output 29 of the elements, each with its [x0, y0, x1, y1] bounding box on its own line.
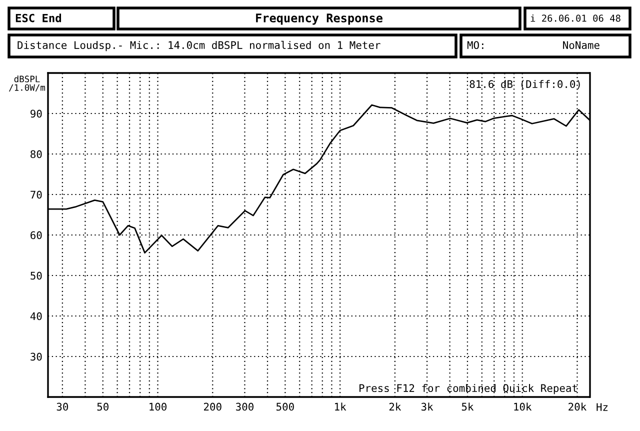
y-tick-label: 80 — [30, 150, 42, 158]
x-tick-label: 20k — [568, 402, 586, 411]
y-axis-title: dBSPL /1.0W/m — [9, 76, 46, 92]
text: MO: — [467, 41, 484, 50]
x-tick-label: 300 — [236, 402, 254, 411]
annotation: 81.6 dB (Diff:0.0) — [470, 80, 580, 90]
y-tick-label: 60 — [30, 231, 42, 240]
x-tick-label: 10k — [514, 402, 532, 411]
y-tick-label: 70 — [30, 190, 42, 199]
x-tick-label: 50 — [97, 402, 108, 411]
y-tick-label: 40 — [30, 312, 42, 320]
y-tick-label: 90 — [30, 110, 42, 118]
text: NoName — [563, 41, 600, 50]
text: i 26.06.01 06 48 — [530, 14, 620, 22]
x-tick-label: 5k — [462, 402, 474, 411]
x-tick-label: 3k — [421, 402, 434, 411]
y-tick-label: 30 — [30, 352, 42, 361]
text: Distance Loudsp.- Mic.: 14.0cm dBSPL normalised on 1 Meter — [18, 40, 380, 52]
x-tick-label: 30 — [56, 402, 68, 411]
text: ESC End — [16, 14, 62, 22]
annotation: Press F12 for combined Quick Repeat — [360, 384, 577, 394]
x-axis-title: Hz — [596, 403, 608, 411]
chart-title: Frequency Response — [256, 14, 382, 25]
x-tick-label: 500 — [276, 402, 294, 411]
x-tick-label: 200 — [204, 402, 222, 411]
x-tick-label: 2k — [389, 402, 402, 411]
x-tick-label: 1k — [335, 402, 346, 411]
x-tick-label: 100 — [150, 402, 166, 411]
y-tick-label: 50 — [30, 272, 42, 280]
